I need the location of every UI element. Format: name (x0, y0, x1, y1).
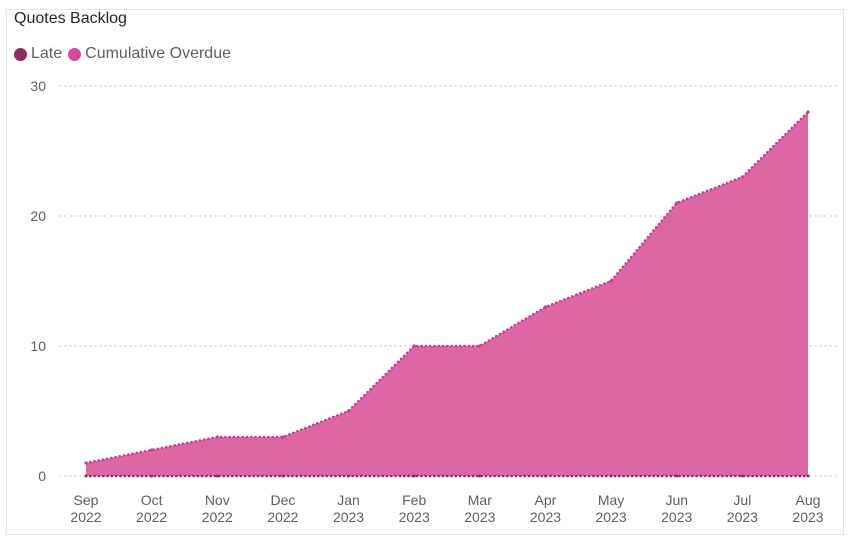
x-tick-label-year-11: 2023 (792, 509, 823, 525)
point-late-aug-2023 (806, 474, 810, 478)
point-late-mar-2023 (478, 474, 482, 478)
x-tick-label-year-6: 2023 (464, 509, 495, 525)
point-cumulative-overdue-mar-2023 (478, 344, 482, 348)
y-tick-label-30: 30 (30, 78, 46, 94)
point-late-nov-2022 (215, 474, 219, 478)
point-cumulative-overdue-jun-2023 (675, 201, 679, 205)
point-late-feb-2023 (412, 474, 416, 478)
x-tick-label-year-8: 2023 (596, 509, 627, 525)
y-tick-label-10: 10 (30, 338, 46, 354)
x-tick-label-month-4: Jan (337, 492, 360, 508)
y-tick-label-20: 20 (30, 208, 46, 224)
point-cumulative-overdue-aug-2023 (806, 110, 810, 114)
point-cumulative-overdue-nov-2022 (215, 435, 219, 439)
point-cumulative-overdue-dec-2022 (281, 435, 285, 439)
x-tick-label-year-9: 2023 (661, 509, 692, 525)
legend-swatch-late (14, 47, 27, 61)
x-tick-label-year-0: 2022 (70, 509, 101, 525)
x-tick-label-month-3: Dec (270, 492, 295, 508)
x-tick-label-month-7: Apr (535, 492, 557, 508)
legend-item-cumulative-overdue[interactable]: Cumulative Overdue (68, 45, 231, 63)
point-late-jan-2023 (347, 474, 351, 478)
x-tick-label-month-6: Mar (468, 492, 492, 508)
x-tick-label-year-10: 2023 (727, 509, 758, 525)
legend-label-late: Late (31, 45, 63, 62)
x-tick-label-month-9: Jun (665, 492, 688, 508)
x-tick-label-month-0: Sep (74, 492, 99, 508)
x-tick-label-year-7: 2023 (530, 509, 561, 525)
chart-title: Quotes Backlog (14, 10, 127, 27)
point-cumulative-overdue-feb-2023 (412, 344, 416, 348)
point-cumulative-overdue-sep-2022 (84, 461, 88, 465)
y-tick-label-0: 0 (38, 468, 46, 484)
x-tick-label-month-1: Oct (141, 492, 163, 508)
x-tick-label-month-5: Feb (402, 492, 426, 508)
x-tick-label-year-4: 2023 (333, 509, 364, 525)
x-tick-label-year-2: 2022 (202, 509, 233, 525)
legend-swatch-cumulative-overdue (68, 47, 82, 61)
legend-item-late[interactable]: Late (14, 45, 62, 63)
x-tick-label-year-3: 2022 (267, 509, 298, 525)
x-tick-label-month-2: Nov (205, 492, 230, 508)
point-cumulative-overdue-oct-2022 (150, 448, 154, 452)
point-late-oct-2022 (150, 474, 154, 478)
legend-label-cumulative-overdue: Cumulative Overdue (85, 45, 231, 62)
point-late-sep-2022 (84, 474, 88, 478)
chart-legend: Late Cumulative Overdue (14, 45, 237, 63)
area-cumulative-overdue (86, 112, 808, 476)
point-late-apr-2023 (543, 474, 547, 478)
point-cumulative-overdue-jan-2023 (346, 409, 351, 413)
point-late-dec-2022 (281, 474, 285, 478)
x-tick-label-year-1: 2022 (136, 509, 167, 525)
x-tick-label-month-8: May (598, 492, 624, 508)
point-cumulative-overdue-may-2023 (609, 279, 613, 283)
point-cumulative-overdue-apr-2023 (543, 305, 548, 309)
point-cumulative-overdue-jul-2023 (740, 175, 744, 179)
x-tick-label-month-10: Jul (733, 492, 751, 508)
point-late-jul-2023 (740, 474, 744, 478)
point-late-jun-2023 (675, 474, 679, 478)
point-late-may-2023 (609, 474, 613, 478)
x-tick-label-year-5: 2023 (399, 509, 430, 525)
x-tick-label-month-11: Aug (796, 492, 821, 508)
series-line-cumulative-overdue (84, 110, 810, 465)
